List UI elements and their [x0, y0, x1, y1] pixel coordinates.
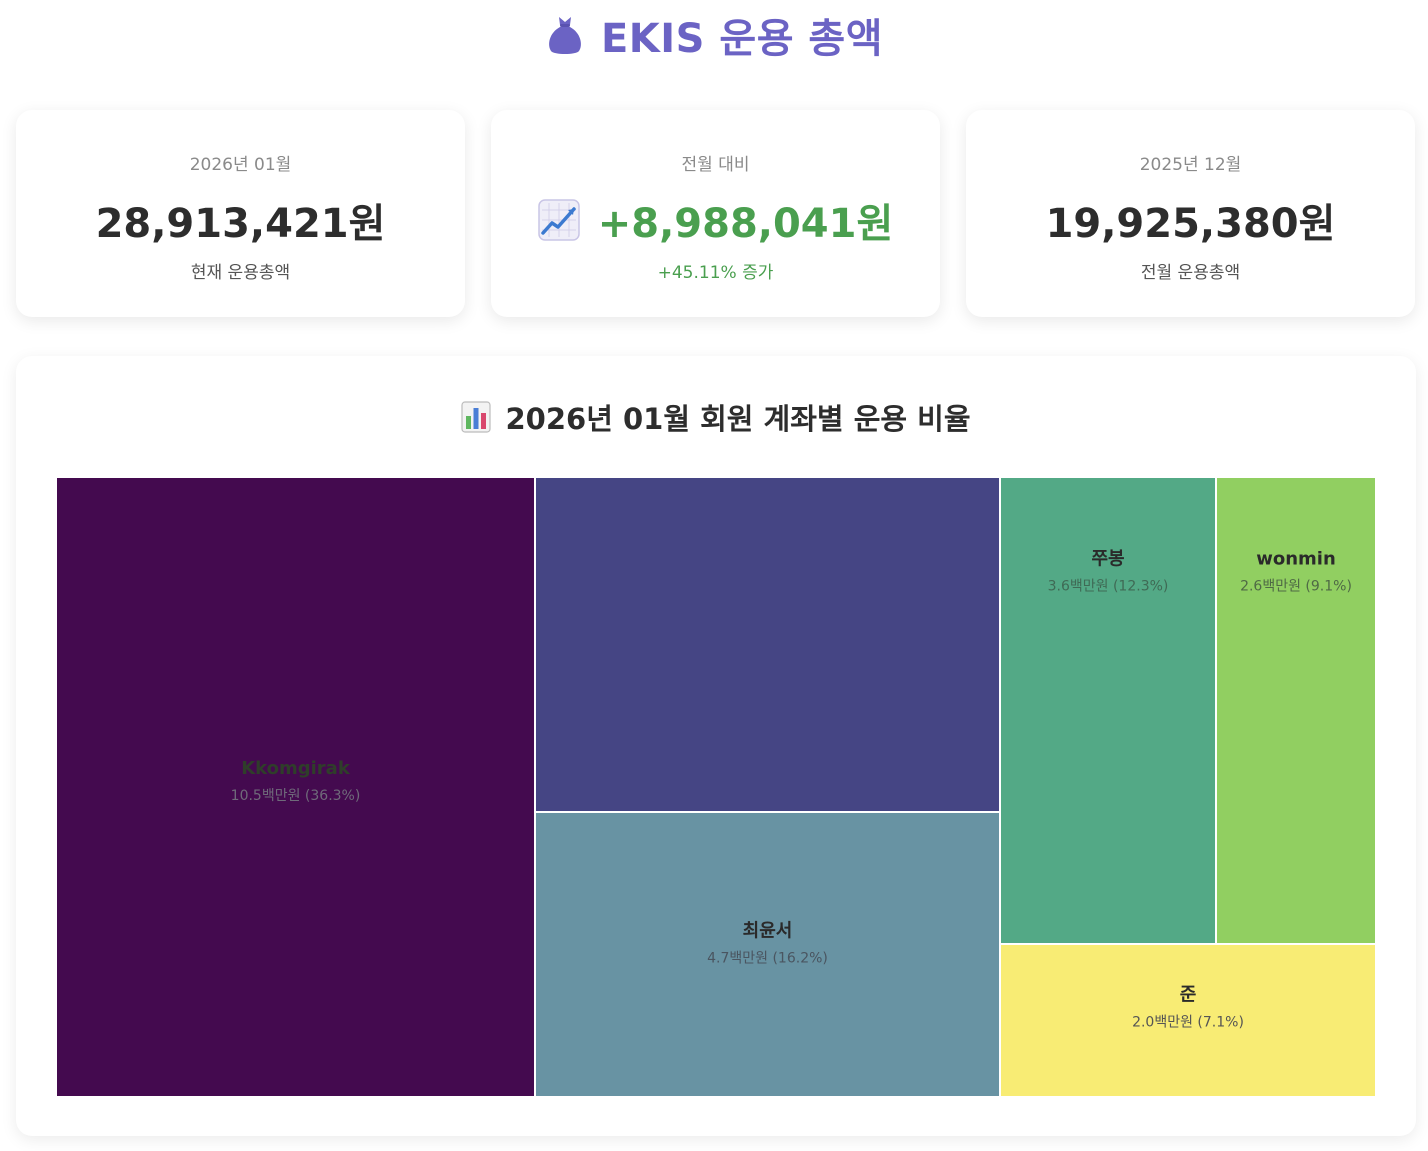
treemap-cell: RichCho5.5백만원 (19.1%)	[536, 478, 999, 811]
treemap-rect	[57, 478, 534, 1096]
card-caption: +45.11% 증가	[657, 263, 774, 283]
chart-increasing-icon	[537, 199, 580, 241]
treemap-label: Kkomgirak	[241, 758, 351, 779]
previous-total-card: 2025년 12월 19,925,380원 전월 운용총액	[966, 110, 1415, 317]
treemap-label: 최윤서	[743, 921, 793, 942]
previous-total-value: 19,925,380원	[1045, 201, 1336, 247]
treemap-label: 쭈봉	[1091, 549, 1124, 570]
treemap-panel: 2026년 01월 회원 계좌별 운용 비율 Kkomgirak 10.5백만원 …	[16, 356, 1416, 1136]
card-caption: 전월 운용총액	[1140, 263, 1241, 283]
treemap-value-label: 2.0백만원 (7.1%)	[1132, 1015, 1244, 1031]
card-caption: 현재 운용총액	[190, 263, 291, 283]
card-value: +8,988,041원	[491, 192, 940, 248]
current-total-card: 2026년 01월 28,913,421원 현재 운용총액	[16, 110, 465, 317]
chart-title: 2026년 01월 회원 계좌별 운용 비율	[16, 394, 1416, 440]
bar-chart-icon	[461, 401, 492, 433]
treemap-label: wonmin	[1256, 549, 1336, 570]
treemap-cell: wonmin 2.6백만원 (9.1%)	[1217, 478, 1375, 943]
treemap-cell: 최윤서 4.7백만원 (16.2%)	[536, 813, 999, 1096]
treemap-value-label: 10.5백만원 (36.3%)	[231, 788, 361, 804]
page-title: EKIS 운용 총액	[600, 16, 884, 62]
treemap-chart: Kkomgirak 10.5백만원 (36.3%) RichCho5.5백만원 (1…	[57, 478, 1375, 1096]
chart-title-text: 2026년 01월 회원 계좌별 운용 비율	[505, 402, 971, 436]
treemap-value-label: 4.7백만원 (16.2%)	[707, 951, 828, 967]
treemap-value-label: 2.6백만원 (9.1%)	[1240, 579, 1352, 595]
treemap-cell: Kkomgirak 10.5백만원 (36.3%)	[57, 478, 534, 1096]
treemap-value-label: 3.6백만원 (12.3%)	[1048, 579, 1169, 595]
treemap-rect	[1001, 478, 1215, 943]
treemap-cell: 준 2.0백만원 (7.1%)	[1001, 945, 1375, 1096]
page-header: EKIS 운용 총액	[0, 8, 1428, 62]
month-change-card: 전월 대비 +8,988,041원 +45.11% 증가	[491, 110, 940, 317]
card-label: 2025년 12월	[1139, 155, 1242, 175]
treemap-cell: 쭈봉 3.6백만원 (12.3%)	[1001, 478, 1215, 943]
card-label: 전월 대비	[681, 155, 750, 175]
treemap-rect	[1001, 945, 1375, 1096]
card-value: 28,913,421원	[16, 192, 465, 248]
card-label: 2026년 01월	[189, 155, 292, 175]
treemap-rect	[1217, 478, 1375, 943]
card-value: 19,925,380원	[966, 192, 1415, 248]
treemap-rect	[536, 478, 999, 811]
treemap-rect	[536, 813, 999, 1096]
current-total-value: 28,913,421원	[95, 201, 386, 247]
treemap-label: 준	[1180, 985, 1197, 1006]
month-change-value: +8,988,041원	[597, 201, 894, 247]
money-bag-icon	[549, 17, 581, 54]
